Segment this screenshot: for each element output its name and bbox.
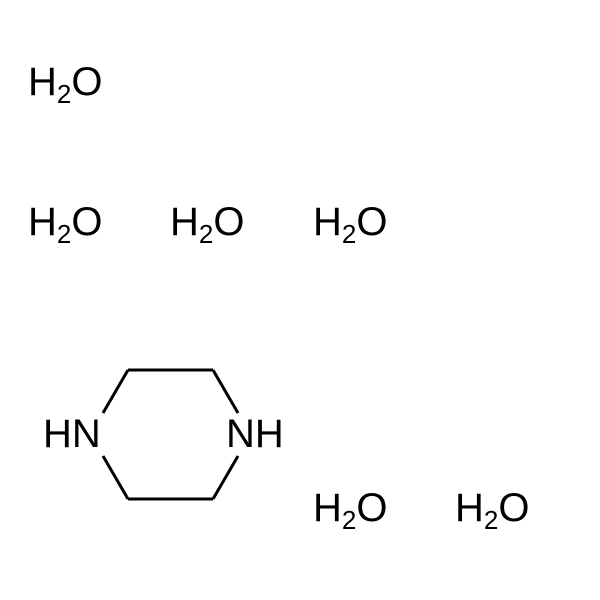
bond-line [103, 370, 128, 413]
bond-line [213, 456, 238, 499]
ring-structure [0, 0, 600, 600]
bond-group [103, 370, 238, 499]
bond-line [213, 370, 238, 413]
bond-line [103, 456, 128, 499]
diagram-canvas: H2O H2O H2O H2O H2O H2O HN NH [0, 0, 600, 600]
